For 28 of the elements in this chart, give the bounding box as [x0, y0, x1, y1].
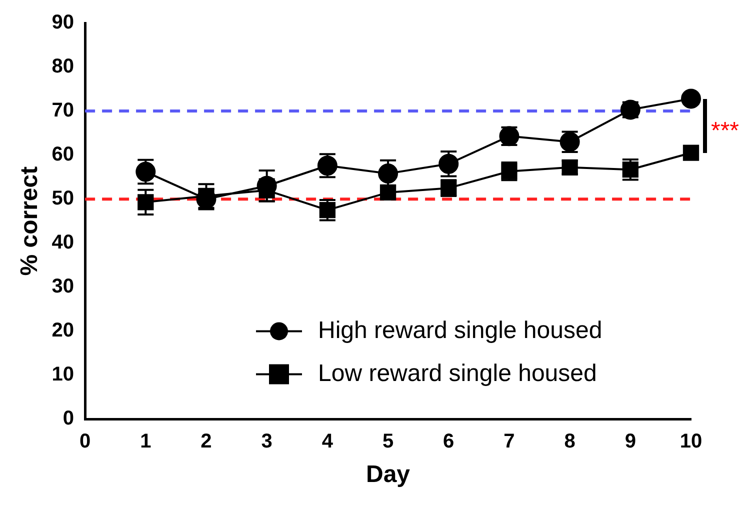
legend-label: High reward single housed [318, 316, 602, 344]
x-tick-label: 8 [564, 430, 576, 453]
x-tick-label: 3 [261, 430, 272, 453]
x-axis-title: Day [366, 461, 411, 488]
x-tick-label: 7 [504, 430, 515, 453]
y-tick-label: 50 [52, 188, 74, 210]
point [682, 144, 700, 161]
x-tick-label: 2 [200, 430, 212, 453]
y-tick-label: 20 [52, 320, 74, 342]
x-tick-label: 6 [443, 430, 454, 453]
text: *** [711, 117, 740, 144]
y-tick-label: 0 [62, 408, 74, 430]
y-tick-label: 40 [52, 232, 74, 254]
y-tick-label: 30 [52, 276, 74, 298]
x-tick-label: 9 [624, 430, 636, 453]
y-tick-label: 90 [52, 12, 74, 34]
x-tick-label: 4 [322, 430, 334, 453]
x-tick-label: 1 [140, 430, 152, 453]
x-tick-label: 5 [382, 430, 394, 453]
y-tick-label: 70 [52, 100, 74, 122]
point [681, 88, 701, 109]
legend-label: Low reward single housed [318, 360, 597, 387]
y-tick-label: 80 [52, 56, 74, 78]
x-tick-label: 10 [680, 430, 702, 453]
y-tick-label: 10 [52, 364, 74, 386]
x-tick-label: 0 [79, 430, 91, 453]
y-axis-title: % correct [16, 166, 44, 276]
y-tick-label: 60 [52, 144, 74, 166]
